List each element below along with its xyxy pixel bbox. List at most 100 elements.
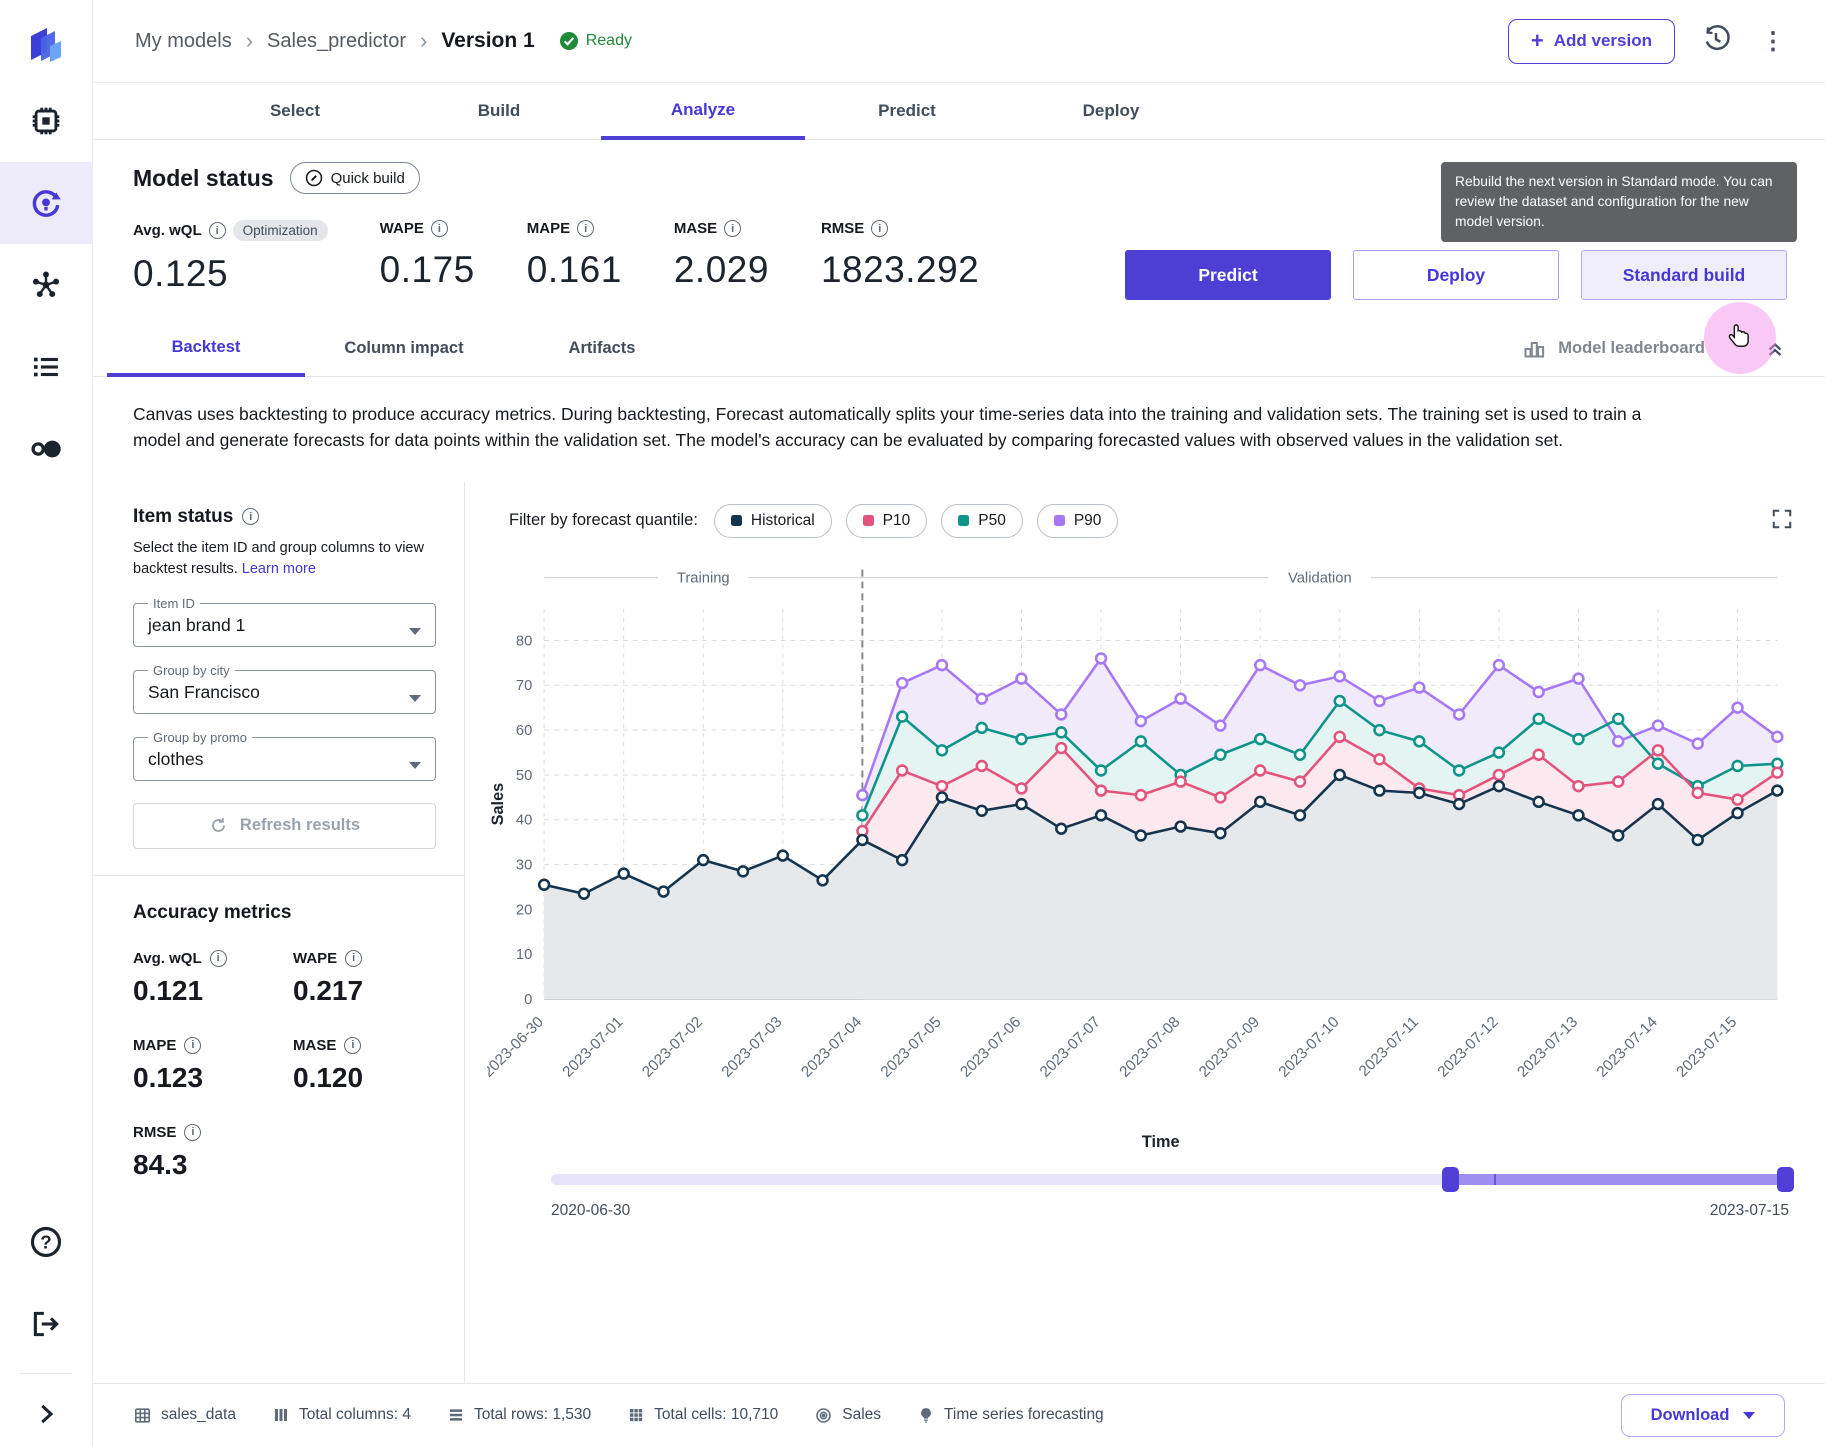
group-by-promo-select[interactable]: Group by promo clothes [133, 729, 436, 781]
download-button[interactable]: Download [1621, 1393, 1785, 1437]
tab-build[interactable]: Build [477, 101, 521, 120]
tab-select[interactable]: Select [269, 101, 321, 120]
point-P50 [856, 808, 869, 822]
svg-text:2023-07-14: 2023-07-14 [1594, 1013, 1662, 1081]
tab-analyze[interactable]: Analyze [601, 83, 805, 140]
point-P50 [1572, 732, 1585, 745]
point-P90 [1293, 678, 1307, 692]
svg-text:20: 20 [516, 902, 532, 918]
chip-p90[interactable]: P90 [1036, 503, 1119, 538]
model-status-section: Model status Quick build Avg. wQL i Optim… [93, 140, 1825, 374]
point-P10 [1373, 752, 1386, 765]
point-Historical [856, 833, 869, 846]
item-id-select[interactable]: Item ID jean brand 1 [133, 595, 436, 647]
info-icon[interactable]: i [345, 949, 363, 967]
line-Historical [543, 773, 1778, 895]
point-P90 [1373, 694, 1386, 707]
predict-button[interactable]: Predict [1125, 250, 1331, 300]
expand-rail-icon[interactable] [0, 1382, 93, 1446]
rail-item-models[interactable] [0, 162, 93, 244]
tab-predict[interactable]: Predict [878, 101, 936, 120]
point-P10 [1174, 774, 1187, 788]
accuracy-mape: MAPE i 0.123 [133, 1036, 204, 1093]
time-range-slider[interactable] [551, 1166, 1795, 1193]
svg-text:2023-07-02: 2023-07-02 [639, 1013, 706, 1080]
rail-divider [20, 1373, 72, 1374]
learn-more-link[interactable]: Learn more [241, 560, 316, 577]
standard-build-button[interactable]: Standard build [1581, 250, 1787, 300]
breadcrumb: My models › Sales_predictor › Version 1 … [135, 28, 632, 54]
chip-historical[interactable]: Historical [713, 503, 832, 538]
deploy-button[interactable]: Deploy [1353, 250, 1559, 300]
point-P90 [935, 658, 949, 671]
group-by-city-select[interactable]: Group by city San Francisco [133, 662, 436, 714]
point-Historical [1293, 808, 1307, 822]
point-P10 [1532, 748, 1545, 761]
info-icon[interactable]: i [209, 949, 227, 967]
svg-text:Validation: Validation [1288, 570, 1352, 586]
point-Historical [1612, 828, 1625, 842]
info-icon[interactable]: i [430, 220, 448, 237]
refresh-results-button[interactable]: Refresh results [133, 802, 436, 849]
info-icon[interactable]: i [184, 1036, 202, 1054]
group-by-city-value: San Francisco [148, 681, 260, 702]
info-icon[interactable]: i [184, 1123, 202, 1141]
subtab-backtest[interactable]: Backtest [107, 322, 305, 377]
svg-text:80: 80 [516, 633, 532, 649]
breadcrumb-my-models[interactable]: My models [135, 29, 232, 52]
slider-range[interactable] [1449, 1174, 1786, 1186]
fullscreen-icon[interactable] [1771, 508, 1793, 535]
chip-p10[interactable]: P10 [845, 503, 928, 538]
cells-icon [630, 1409, 643, 1422]
canvas-logo-icon [25, 26, 67, 66]
breadcrumb-model[interactable]: Sales_predictor [267, 29, 406, 52]
accuracy-metrics: Avg. wQL i 0.121 WAPE i 0.217 MAPE i 0.123 … [133, 949, 436, 1181]
target-icon [816, 1407, 832, 1423]
info-icon[interactable]: i [344, 1036, 362, 1054]
kebab-menu-icon[interactable]: ⋮ [1761, 27, 1785, 55]
point-P10 [1333, 730, 1346, 743]
rail-item-circles[interactable] [0, 408, 93, 490]
metric-mape: MAPE i 0.161 [526, 220, 622, 290]
model-status-title: Model status [133, 164, 274, 191]
info-icon[interactable]: i [208, 222, 226, 239]
tab-deploy[interactable]: Deploy [1082, 101, 1140, 120]
y-axis-title: Sales [489, 782, 507, 824]
metric-mase: MASE i 2.029 [673, 220, 769, 290]
chip-p50[interactable]: P50 [941, 503, 1023, 538]
slider-track[interactable] [551, 1174, 1789, 1186]
slider-handle-right[interactable] [1777, 1167, 1795, 1193]
subtab-column-impact[interactable]: Column impact [344, 339, 464, 357]
info-icon[interactable]: i [242, 508, 260, 525]
collapse-panel-icon[interactable] [1763, 337, 1787, 361]
point-Historical [657, 884, 670, 898]
slider-handle-left[interactable] [1441, 1167, 1459, 1193]
ready-check-icon [559, 32, 578, 50]
logout-icon[interactable] [0, 1283, 93, 1365]
history-icon[interactable] [1701, 24, 1731, 59]
rail-item-list[interactable] [0, 326, 93, 408]
svg-text:70: 70 [516, 678, 532, 694]
info-icon[interactable]: i [577, 220, 595, 237]
point-Historical [1413, 786, 1426, 799]
rail-item-datasets[interactable] [0, 80, 93, 162]
point-P50 [1373, 723, 1386, 736]
point-Historical [975, 804, 988, 817]
backtest-description: Canvas uses backtesting to produce accur… [133, 404, 1642, 451]
rail-item-automations[interactable] [0, 244, 93, 326]
info-icon[interactable]: i [724, 220, 742, 237]
svg-text:2023-07-05: 2023-07-05 [878, 1013, 945, 1080]
subtab-artifacts[interactable]: Artifacts [568, 339, 636, 357]
point-P50 [1651, 757, 1665, 770]
help-icon[interactable]: ? [0, 1201, 93, 1283]
chart-x-labels: 2023-06-30 2023-07-01 2023-07-02 2023-07-03… [487, 1013, 1740, 1081]
columns-icon [274, 1409, 287, 1421]
info-icon[interactable]: i [871, 220, 889, 237]
model-leaderboard-button[interactable]: Model leaderboard [1522, 337, 1705, 361]
point-Historical [1094, 808, 1108, 822]
point-Historical [1731, 806, 1744, 819]
point-P90 [1612, 734, 1625, 748]
line-P90 [861, 656, 1779, 796]
add-version-button[interactable]: + Add version [1507, 18, 1675, 64]
point-Historical [537, 878, 551, 891]
